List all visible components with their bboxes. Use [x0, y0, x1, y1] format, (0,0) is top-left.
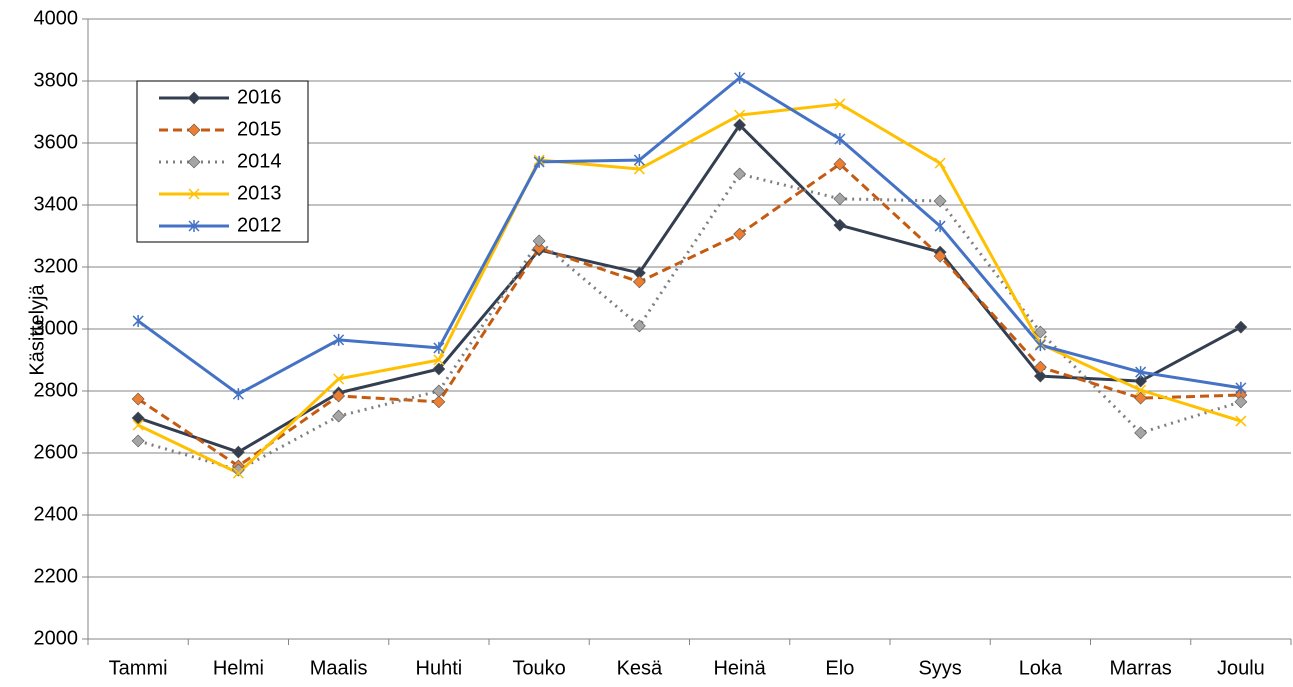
marker [833, 218, 847, 232]
marker [433, 341, 445, 354]
marker [432, 395, 446, 409]
marker [131, 434, 145, 448]
x-tick-label: Syys [918, 657, 961, 679]
x-tick-label: Helmi [213, 657, 264, 679]
marker [1033, 325, 1047, 339]
marker [834, 132, 846, 145]
y-axis-label: Käsittelyjä [26, 284, 48, 376]
marker [1134, 374, 1148, 388]
marker [1135, 384, 1147, 396]
x-tick-label: Marras [1110, 657, 1172, 679]
marker [187, 91, 201, 105]
y-tick-label: 3600 [34, 131, 79, 153]
marker [1235, 381, 1247, 394]
marker [231, 445, 245, 459]
marker [532, 241, 546, 255]
legend-label: 2014 [237, 150, 282, 172]
y-tick-label: 2200 [34, 565, 79, 587]
x-tick-label: Loka [1019, 657, 1063, 679]
series-line [137, 162, 1241, 468]
marker [1135, 366, 1147, 379]
marker [733, 227, 747, 241]
marker [1235, 415, 1247, 427]
marker [132, 314, 144, 327]
legend-label: 2015 [237, 118, 282, 140]
x-tick-label: Elo [825, 657, 854, 679]
y-tick-label: 3200 [34, 255, 79, 277]
marker [1034, 339, 1046, 352]
marker [933, 249, 947, 263]
y-tick-label: 2000 [34, 627, 79, 649]
marker [1234, 320, 1248, 334]
marker [934, 220, 946, 233]
marker [1033, 360, 1047, 374]
legend-label: 2012 [237, 214, 282, 236]
marker [532, 234, 546, 248]
y-tick-label: 2800 [34, 379, 79, 401]
marker [232, 388, 244, 401]
marker [633, 163, 645, 175]
marker [433, 354, 445, 366]
marker [933, 194, 947, 208]
series-line [137, 76, 1242, 396]
y-tick-label: 2400 [34, 503, 79, 525]
marker [131, 392, 145, 406]
x-tick-label: Heinä [713, 657, 766, 679]
marker [187, 155, 201, 169]
x-tick-label: Huhti [416, 657, 463, 679]
marker [734, 71, 746, 84]
marker [132, 419, 144, 431]
marker [332, 409, 346, 423]
marker [632, 275, 646, 289]
marker [332, 389, 346, 403]
legend-label: 2013 [237, 182, 282, 204]
marker [1033, 369, 1047, 383]
marker [633, 154, 645, 167]
marker [333, 373, 345, 385]
marker [188, 188, 200, 200]
marker [333, 333, 345, 346]
x-tick-label: Joulu [1217, 657, 1265, 679]
marker [833, 157, 847, 171]
x-tick-label: Maalis [310, 657, 368, 679]
legend-label: 2016 [237, 86, 282, 108]
x-tick-label: Tammi [109, 657, 168, 679]
y-tick-label: 3000 [34, 317, 79, 339]
series-line [137, 123, 1242, 454]
marker [131, 411, 145, 425]
series-line [137, 102, 1242, 475]
marker [188, 220, 200, 232]
y-tick-label: 4000 [34, 7, 79, 29]
marker [834, 98, 846, 110]
marker [733, 118, 747, 132]
marker [533, 155, 545, 168]
marker [432, 384, 446, 398]
legend: 2016 2015 2014 2013 2012 [136, 80, 309, 243]
marker [734, 109, 746, 121]
marker [1134, 426, 1148, 440]
y-tick-label: 3800 [34, 69, 79, 91]
marker [1134, 391, 1148, 405]
x-tick-label: Touko [512, 657, 565, 679]
marker [833, 192, 847, 206]
y-tick-label: 3400 [34, 193, 79, 215]
marker [432, 362, 446, 376]
marker [187, 123, 201, 137]
marker [632, 319, 646, 333]
y-tick-label: 2600 [34, 441, 79, 463]
marker [934, 157, 946, 169]
marker [733, 167, 747, 181]
marker [1234, 395, 1248, 409]
x-tick-label: Kesä [617, 657, 663, 679]
marker [232, 467, 244, 479]
marker [231, 463, 245, 477]
